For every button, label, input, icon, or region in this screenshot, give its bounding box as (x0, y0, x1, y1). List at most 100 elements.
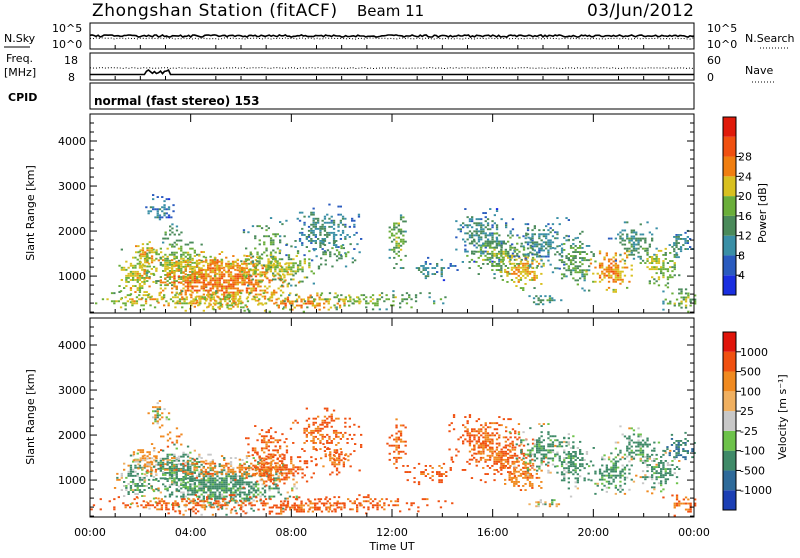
data-cell (579, 247, 581, 249)
data-cell (491, 253, 493, 255)
data-cell (393, 229, 395, 231)
data-cell (214, 257, 216, 259)
data-cell (219, 465, 221, 467)
data-cell (215, 300, 217, 302)
data-cell (225, 477, 227, 479)
data-cell (293, 483, 295, 485)
data-cell (221, 271, 223, 273)
data-cell (212, 277, 214, 279)
data-cell (267, 456, 269, 458)
data-cell (308, 262, 310, 264)
data-cell (228, 282, 230, 284)
data-cell (333, 238, 335, 240)
data-cell (169, 470, 171, 472)
data-cell (245, 512, 247, 514)
data-cell (118, 285, 120, 287)
data-cell (167, 490, 169, 492)
data-cell (214, 488, 216, 490)
data-cell (162, 259, 164, 261)
data-cell (469, 230, 471, 232)
data-cell (198, 275, 200, 277)
data-cell (675, 234, 677, 236)
data-cell (480, 249, 482, 251)
data-cell (301, 270, 303, 272)
data-cell (239, 481, 241, 483)
data-cell (330, 307, 332, 309)
data-cell (579, 233, 581, 235)
data-cell (134, 300, 136, 302)
data-cell (429, 292, 431, 294)
data-cell (482, 263, 484, 265)
data-cell (233, 506, 235, 508)
data-cell (322, 243, 324, 245)
data-cell (254, 248, 256, 250)
data-cell (649, 246, 651, 248)
data-cell (198, 461, 200, 463)
data-cell (322, 253, 324, 255)
data-cell (212, 463, 214, 465)
data-cell (151, 249, 153, 251)
data-cell (223, 286, 225, 288)
data-cell (503, 251, 505, 253)
data-cell (162, 242, 164, 244)
data-cell (322, 241, 324, 243)
data-cell (251, 298, 253, 300)
data-cell (252, 260, 254, 262)
data-cell (617, 279, 619, 281)
data-cell (660, 266, 662, 268)
data-cell (159, 400, 161, 402)
data-cell (425, 263, 427, 265)
data-cell (292, 472, 294, 474)
data-cell (383, 502, 385, 504)
data-cell (146, 247, 148, 249)
data-cell (274, 454, 276, 456)
data-cell (287, 503, 289, 505)
data-cell (471, 216, 473, 218)
data-cell (212, 271, 214, 273)
data-cell (653, 266, 655, 268)
data-cell (563, 249, 565, 251)
data-cell (356, 296, 358, 298)
data-cell (140, 298, 142, 300)
data-cell (608, 261, 610, 263)
data-cell (610, 275, 612, 277)
data-cell (132, 257, 134, 259)
data-cell (674, 264, 676, 266)
data-cell (547, 299, 549, 301)
data-cell (300, 511, 302, 513)
data-cell (239, 477, 241, 479)
data-cell (531, 271, 533, 273)
data-cell (327, 447, 329, 449)
data-cell (197, 504, 199, 506)
nsearch-label: N.Search (745, 32, 795, 45)
data-cell (354, 500, 356, 502)
data-cell (167, 456, 169, 458)
data-cell (299, 260, 301, 262)
data-cell (148, 479, 150, 481)
data-cell (279, 439, 281, 441)
data-cell (651, 234, 653, 236)
data-cell (191, 271, 193, 273)
data-cell (522, 289, 524, 291)
data-cell (606, 275, 608, 277)
data-cell (494, 222, 496, 224)
data-cell (262, 488, 264, 490)
data-cell (140, 449, 142, 451)
data-cell (291, 303, 293, 305)
data-cell (503, 243, 505, 245)
data-cell (415, 296, 417, 298)
data-cell (592, 273, 594, 275)
data-cell (617, 269, 619, 271)
data-cell (337, 501, 339, 503)
data-cell (137, 453, 139, 455)
data-cell (265, 250, 267, 252)
data-cell (252, 279, 254, 281)
data-cell (265, 498, 267, 500)
data-cell (191, 279, 193, 281)
data-cell (315, 436, 317, 438)
data-cell (379, 308, 381, 310)
data-cell (321, 511, 323, 513)
data-cell (235, 279, 237, 281)
data-cell (146, 465, 148, 467)
data-cell (173, 258, 175, 260)
